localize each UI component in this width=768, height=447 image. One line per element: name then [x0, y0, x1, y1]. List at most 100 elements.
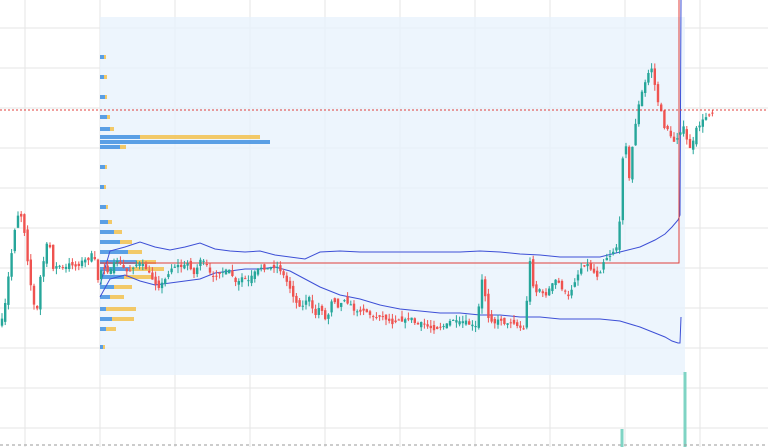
profile-bar-yellow — [114, 285, 132, 289]
candle-body — [112, 262, 116, 274]
candle-body — [532, 259, 535, 287]
candle-body — [237, 281, 240, 285]
candle-body — [656, 84, 660, 103]
candle-body — [266, 268, 269, 270]
candle-body — [346, 296, 349, 304]
candle-body — [605, 257, 608, 261]
candle-body — [96, 259, 100, 280]
candle-body — [106, 265, 109, 273]
candle-body — [477, 306, 480, 328]
profile-bar-yellow — [106, 307, 136, 311]
candle-body — [375, 317, 378, 319]
candle-body — [455, 320, 458, 323]
candle-body — [234, 277, 237, 283]
profile-bar-blue — [100, 127, 110, 131]
candle-body — [122, 265, 125, 268]
candle-body — [39, 276, 42, 310]
candle-body — [698, 125, 701, 128]
candle-body — [314, 308, 317, 316]
candle-body — [279, 265, 282, 272]
candle-body — [52, 244, 55, 269]
candle-body — [669, 130, 672, 137]
volume-bars — [620, 372, 687, 447]
candle-body — [4, 303, 7, 322]
candle-body — [180, 264, 183, 267]
profile-bar-blue — [100, 135, 140, 139]
candle-body — [148, 270, 151, 273]
candle-body — [621, 158, 624, 221]
candles — [0, 63, 714, 334]
candle-body — [567, 294, 570, 297]
candle-body — [10, 253, 13, 277]
candle-body — [317, 308, 320, 315]
profile-bar-blue — [100, 165, 105, 169]
candle-body — [212, 275, 215, 277]
candle-body — [116, 260, 119, 263]
candle-body — [647, 73, 650, 83]
candle-body — [653, 68, 656, 85]
candle-body — [378, 315, 381, 317]
candle-body — [400, 316, 404, 322]
candle-body — [282, 271, 285, 276]
profile-bar-blue — [100, 140, 270, 144]
candle-body — [298, 300, 301, 307]
candle-body — [23, 214, 26, 233]
candle-body — [135, 264, 138, 267]
profile-bar-blue — [100, 55, 104, 59]
candle-body — [221, 271, 224, 273]
candle-body — [119, 261, 122, 264]
candle-body — [394, 320, 397, 323]
candle-body — [68, 263, 71, 270]
candle-body — [324, 310, 327, 320]
candle-body — [77, 263, 80, 266]
candle-body — [247, 280, 250, 282]
candle-body — [471, 324, 474, 327]
candle-body — [538, 289, 541, 292]
candle-body — [176, 264, 180, 268]
candle-body — [615, 247, 618, 251]
candle-body — [80, 260, 84, 267]
candle-body — [61, 267, 64, 269]
candle-body — [682, 126, 685, 134]
candle-body — [93, 257, 96, 260]
candle-body — [205, 263, 208, 266]
candle-body — [154, 276, 157, 285]
profile-bar-yellow — [105, 95, 107, 99]
candle-body — [352, 303, 356, 311]
candle-body — [432, 325, 436, 331]
profile-bar-blue — [100, 145, 120, 149]
profile-bar-blue — [100, 317, 112, 321]
candle-body — [461, 321, 464, 324]
candle-body — [484, 279, 487, 297]
profile-bar-yellow — [108, 220, 112, 224]
candle-body — [464, 320, 468, 325]
candle-body — [458, 321, 461, 325]
candle-body — [276, 266, 279, 268]
candle-body — [327, 314, 330, 319]
candle-body — [602, 262, 605, 270]
candle-body — [500, 318, 503, 321]
candle-body — [196, 267, 199, 275]
candle-body — [560, 280, 564, 290]
profile-bar-yellow — [110, 295, 124, 299]
candle-body — [170, 268, 173, 273]
candle-body — [260, 267, 263, 269]
profile-bar-blue — [100, 285, 114, 289]
candle-body — [199, 259, 202, 266]
profile-bar-blue — [100, 205, 106, 209]
overlays — [99, 0, 682, 344]
candle-body — [84, 259, 87, 263]
candle-body — [74, 264, 77, 267]
candle-body — [676, 138, 679, 140]
candle-body — [295, 295, 298, 303]
candle-body — [420, 322, 423, 328]
profile-bar-blue — [100, 345, 103, 349]
candle-body — [624, 146, 628, 155]
candle-body — [468, 321, 471, 325]
candle-body — [224, 269, 228, 275]
candle-body — [522, 328, 525, 330]
candle-body — [368, 311, 372, 315]
candle-body — [448, 320, 452, 326]
